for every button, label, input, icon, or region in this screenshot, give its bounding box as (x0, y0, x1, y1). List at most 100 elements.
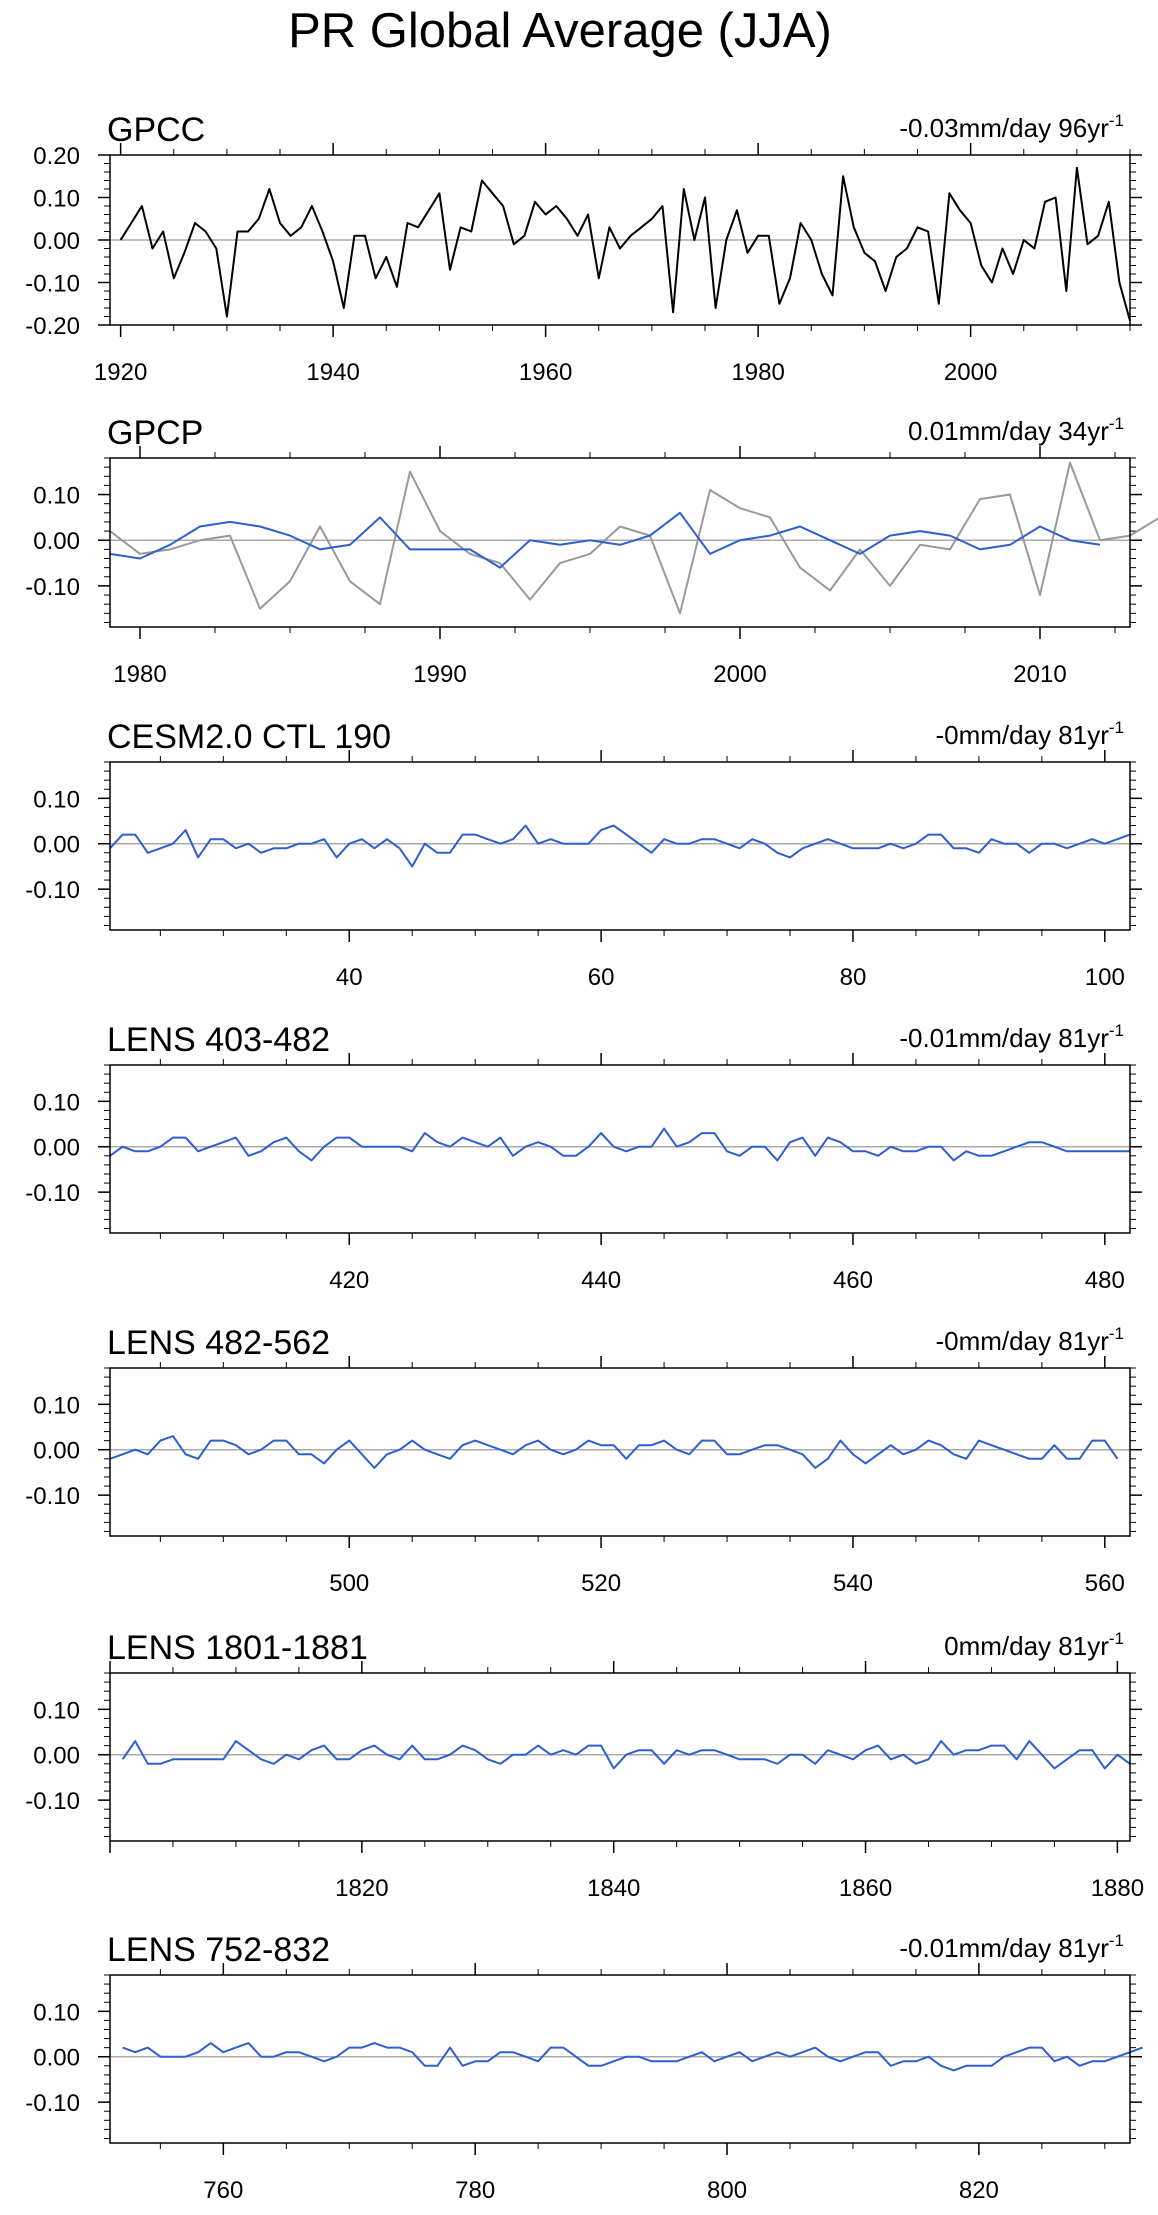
trend-superscript: -1 (1109, 1021, 1124, 1040)
x-tick-label: 60 (588, 964, 615, 991)
trend-label: -0.01mm/day 81yr-1 (899, 1931, 1124, 1963)
plot-frame (109, 1367, 1131, 1537)
trend-label: -0.03mm/day 96yr-1 (899, 111, 1124, 143)
x-tick-label: 1960 (519, 359, 572, 386)
trend-label: 0mm/day 81yr-1 (944, 1629, 1124, 1661)
series-line (121, 1740, 1131, 1770)
y-tick-label: 0.10 (33, 483, 80, 510)
y-tick-label: 0.10 (33, 1089, 80, 1116)
trend-superscript: -1 (1109, 718, 1124, 737)
x-tick-label: 40 (336, 964, 363, 991)
series-line (109, 1127, 1130, 1162)
plot-frame (109, 457, 1131, 628)
y-tick-label: -0.10 (25, 574, 80, 601)
plot-frame (109, 154, 1131, 326)
chart-panel: CESM2.0 CTL 190 -0mm/day 81yr-1 -0.10 0.00 0… (25, 718, 1142, 991)
y-tick-label: 0.00 (33, 1135, 80, 1162)
x-tick-label: 1920 (94, 359, 147, 386)
y-tick-label: -0.10 (25, 1788, 80, 1815)
plot-frame (109, 761, 1131, 931)
x-tick-label: 1860 (839, 1875, 892, 1902)
x-tick-label: 760 (203, 2177, 243, 2204)
y-tick-label: 0.00 (33, 832, 80, 859)
trend-superscript: -1 (1109, 1629, 1124, 1648)
x-tick-label: 2010 (1013, 661, 1066, 688)
x-tick-label: 2000 (713, 661, 766, 688)
trend-text: -0.01mm/day 81yr (899, 1933, 1109, 1963)
panel-title: GPCP (107, 414, 203, 452)
y-tick-label: -0.10 (25, 1180, 80, 1207)
x-tick-label: 500 (329, 1570, 369, 1597)
trend-superscript: -1 (1109, 1931, 1124, 1950)
y-tick-label: 0.00 (33, 528, 80, 555)
y-tick-label: -0.10 (25, 877, 80, 904)
trend-superscript: -1 (1109, 111, 1124, 130)
trend-text: -0mm/day 81yr (935, 1326, 1109, 1356)
x-tick-label: 1840 (587, 1875, 640, 1902)
panel-title: LENS 482-562 (107, 1324, 330, 1362)
x-tick-label: 1990 (413, 661, 466, 688)
y-tick-label: -0.10 (25, 2090, 80, 2117)
trend-label: 0.01mm/day 34yr-1 (908, 414, 1124, 446)
trend-superscript: -1 (1109, 1324, 1124, 1343)
y-tick-label: 0.10 (33, 786, 80, 813)
y-tick-label: -0.10 (25, 271, 80, 298)
x-tick-label: 560 (1085, 1570, 1125, 1597)
x-tick-label: 100 (1085, 964, 1125, 991)
panel-title: LENS 403-482 (107, 1021, 330, 1059)
y-tick-label: 0.00 (33, 2045, 80, 2072)
trend-text: -0.01mm/day 81yr (899, 1023, 1109, 1053)
trend-text: -0.03mm/day 96yr (899, 113, 1109, 143)
chart-panel: LENS 1801-1881 0mm/day 81yr-1 -0.10 0.00 0.1… (25, 1629, 1144, 1902)
x-tick-label: 440 (581, 1267, 621, 1294)
trend-text: 0mm/day 81yr (944, 1631, 1109, 1661)
y-tick-label: -0.10 (25, 1483, 80, 1510)
chart-panel: LENS 403-482 -0.01mm/day 81yr-1 -0.10 0.00 0… (25, 1021, 1142, 1294)
panel-title: CESM2.0 CTL 190 (107, 718, 391, 756)
chart-panel: GPCC -0.03mm/day 96yr-1 -0.20 -0.10 0.00 0.10… (25, 111, 1142, 386)
x-tick-label: 420 (329, 1267, 369, 1294)
plot-frame (109, 1974, 1131, 2144)
chart-panel: LENS 482-562 -0mm/day 81yr-1 -0.10 0.00 0.10… (25, 1324, 1142, 1597)
page-title: PR Global Average (JJA) (288, 4, 832, 58)
trend-text: 0.01mm/day 34yr (908, 416, 1109, 446)
series-line (109, 824, 1131, 868)
y-tick-label: 0.10 (33, 1697, 80, 1724)
series-line (109, 511, 1101, 569)
x-tick-label: 1980 (113, 661, 166, 688)
chart-panel: GPCP 0.01mm/day 34yr-1 -0.10 0.00 0.10 1980 19… (25, 414, 1158, 688)
trend-label: -0mm/day 81yr-1 (935, 1324, 1124, 1356)
trend-superscript: -1 (1109, 414, 1124, 433)
x-tick-label: 800 (707, 2177, 747, 2204)
series-line (109, 1435, 1119, 1469)
y-tick-label: 0.00 (33, 1743, 80, 1770)
x-tick-label: 820 (959, 2177, 999, 2204)
x-tick-label: 80 (840, 964, 867, 991)
plot-frame (109, 1672, 1131, 1842)
panel-title: GPCC (107, 111, 205, 149)
trend-label: -0.01mm/day 81yr-1 (899, 1021, 1124, 1053)
chart-panel: LENS 752-832 -0.01mm/day 81yr-1 -0.10 0.00 0… (25, 1931, 1143, 2204)
x-tick-label: 540 (833, 1570, 873, 1597)
x-tick-label: 1820 (335, 1875, 388, 1902)
x-tick-label: 1980 (731, 359, 784, 386)
x-tick-label: 460 (833, 1267, 873, 1294)
panel-title: LENS 1801-1881 (107, 1629, 368, 1667)
x-tick-label: 2000 (944, 359, 997, 386)
series-line (119, 166, 1131, 322)
y-tick-label: 0.10 (33, 186, 80, 213)
trend-label: -0mm/day 81yr-1 (935, 718, 1124, 750)
x-tick-label: 520 (581, 1570, 621, 1597)
x-tick-label: 780 (455, 2177, 495, 2204)
x-tick-label: 480 (1085, 1267, 1125, 1294)
trend-text: -0mm/day 81yr (935, 720, 1109, 750)
y-tick-label: 0.00 (33, 228, 80, 255)
plot-frame (109, 1064, 1131, 1234)
series-line (122, 2042, 1143, 2072)
y-tick-label: -0.20 (25, 313, 80, 340)
y-tick-label: 0.00 (33, 1438, 80, 1465)
series-line (109, 461, 1158, 615)
panel-title: LENS 752-832 (107, 1931, 330, 1969)
x-tick-label: 1880 (1091, 1875, 1144, 1902)
